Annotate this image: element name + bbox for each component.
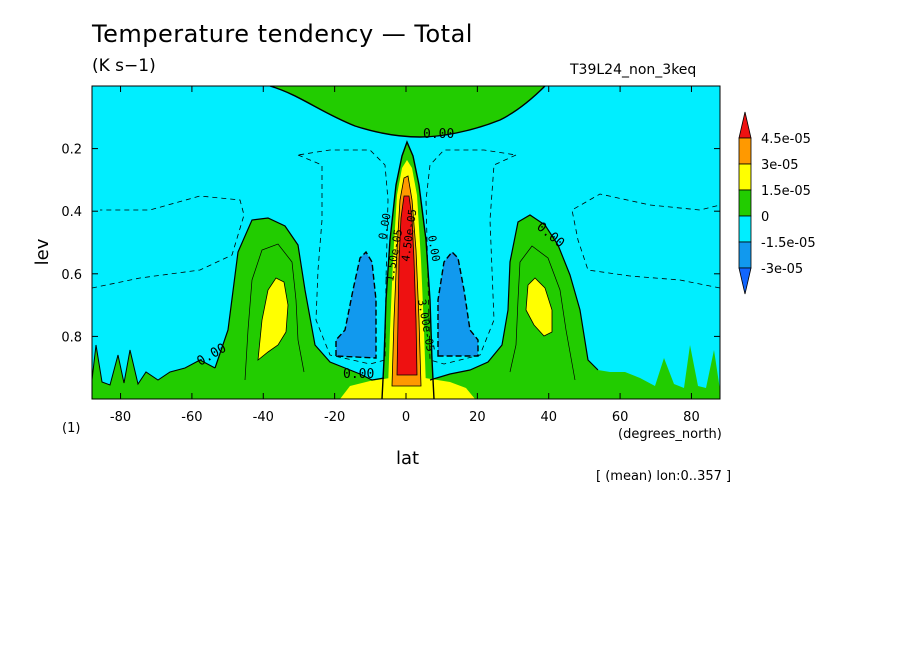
y-tick-label: 0.6 — [61, 268, 82, 283]
colorbar-label: 4.5e-05 — [761, 132, 811, 147]
x-tick-label: -60 — [181, 410, 202, 425]
x-tick-label: 20 — [469, 410, 486, 425]
y-tick-label: 0.8 — [61, 330, 82, 345]
colorbar: 4.5e-05 3e-05 1.5e-05 0 -1.5e-05 -3e-05 — [738, 111, 816, 295]
sh-midlat-positive-region — [92, 218, 390, 399]
contour-equator-inner — [391, 175, 422, 387]
chart-title: Temperature tendency — Total — [92, 20, 473, 48]
x-units-label: (degrees_north) — [618, 427, 722, 442]
contour-surface-bottom — [92, 344, 216, 386]
nh-cooling-region — [438, 252, 478, 356]
x-tick-label: 40 — [540, 410, 557, 425]
contour-dashed-inner-left — [296, 149, 389, 365]
y-axis: 0.2 0.4 0.6 0.8 — [61, 143, 720, 345]
contour-zero-upper — [269, 86, 546, 138]
colorbar-label: 1.5e-05 — [761, 184, 811, 199]
contour-equator-core — [396, 195, 418, 376]
run-id-label: T39L24_non_3keq — [570, 62, 697, 78]
y-tick-label: 0.4 — [61, 205, 82, 220]
sh-cooling-region — [336, 252, 376, 358]
contour-equator-outer — [381, 140, 435, 399]
contour-dashed-inner-right — [425, 149, 518, 365]
contour-nh-midlat-inner — [509, 245, 576, 381]
contour-label: 0.00 — [425, 234, 442, 262]
contour-label: 0.00 — [376, 212, 393, 240]
colorbar-swatch — [738, 163, 752, 191]
chart-units: (K s−1) — [92, 56, 156, 76]
contour-sh-midlat — [214, 217, 385, 381]
x-tick-label: -40 — [253, 410, 274, 425]
x-tick-label: 0 — [402, 410, 410, 425]
x-axis: -80 -60 -40 -20 0 20 40 60 80 — [110, 86, 700, 425]
colorbar-label: 3e-05 — [761, 158, 799, 173]
y-axis-title: lev — [32, 238, 53, 265]
x-tick-label: -80 — [110, 410, 131, 425]
contour-dashed-right — [571, 193, 720, 289]
sh-midlat-yellow — [258, 278, 288, 360]
colorbar-swatch — [738, 189, 752, 217]
filled-contours — [92, 86, 720, 399]
x-tick-label: -20 — [324, 410, 345, 425]
colorbar-swatch — [738, 111, 752, 139]
colorbar-label: -3e-05 — [761, 262, 803, 277]
contour-sh-midlat-inner — [244, 243, 305, 381]
contour-nh-midlat — [429, 214, 599, 381]
colorbar-swatch — [738, 215, 752, 243]
colorbar-swatch — [738, 241, 752, 269]
footer-note: [ (mean) lon:0..357 ] — [596, 469, 732, 484]
contour-label: 0.00 — [343, 367, 374, 382]
contour-sh-yellow-outline — [257, 277, 289, 361]
y-tick-label: 0.2 — [61, 143, 82, 158]
colorbar-swatch — [738, 137, 752, 165]
x-tick-label: 60 — [612, 410, 629, 425]
x-tick-label: 80 — [683, 410, 700, 425]
equatorial-red-core — [397, 196, 417, 375]
equatorial-surface-yellow — [340, 378, 475, 399]
contour-nh-yellow-outline — [525, 277, 553, 337]
colorbar-label: -1.5e-05 — [761, 236, 816, 251]
contour-sh-cooling-outline — [335, 250, 377, 359]
y-units-label: (1) — [62, 421, 80, 436]
contour-nh-cooling-outline — [437, 250, 479, 357]
colorbar-label: 0 — [761, 210, 769, 225]
upper-positive-region — [270, 86, 545, 137]
nh-midlat-positive-region — [424, 215, 720, 399]
colorbar-swatch — [738, 267, 752, 295]
x-axis-title: lat — [396, 448, 419, 469]
contour-label: 0.00 — [423, 127, 454, 142]
